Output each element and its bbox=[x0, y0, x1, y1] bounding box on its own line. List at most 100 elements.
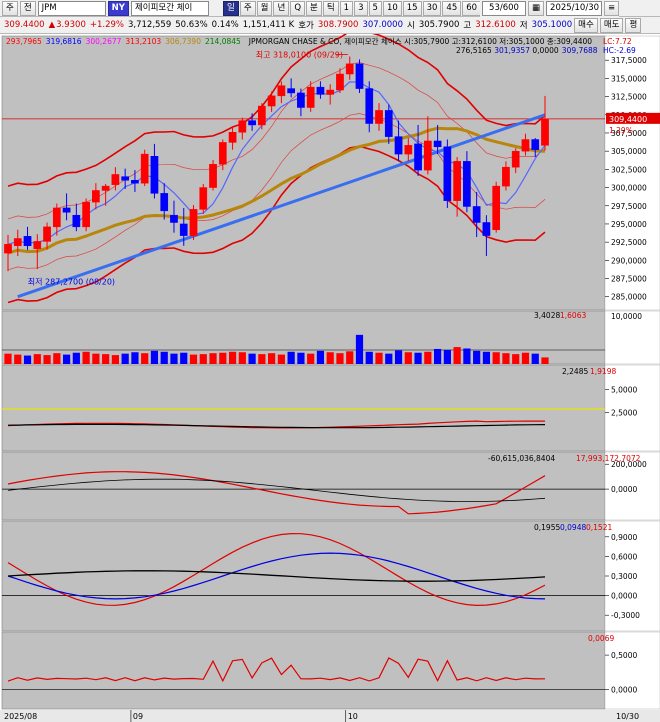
quote-label: 호가 bbox=[298, 21, 314, 31]
lower-band-line bbox=[7, 145, 546, 304]
volume-value: 3,712,559 bbox=[127, 20, 172, 30]
y-axis-label: 0,3000 bbox=[611, 572, 637, 581]
bid-price: 308.7900 bbox=[317, 20, 359, 30]
volume-bar bbox=[443, 349, 451, 364]
candle-body bbox=[423, 140, 432, 171]
market-select-button[interactable]: 주 bbox=[2, 0, 18, 16]
volume-bar bbox=[43, 355, 51, 364]
calendar-icon[interactable]: ▦ bbox=[528, 1, 545, 16]
info-value: 309,7688 bbox=[562, 46, 598, 55]
volume-axis-label: 10,0000 bbox=[611, 312, 642, 321]
indicator2-line-red bbox=[7, 471, 546, 515]
y-axis-label: 0,9000 bbox=[611, 533, 637, 542]
volume-bar bbox=[326, 352, 334, 364]
interval-button[interactable]: 1 bbox=[339, 1, 354, 16]
volume-bar bbox=[102, 354, 110, 364]
volume-value-2: 1,6063 bbox=[560, 311, 586, 320]
candle-body bbox=[443, 146, 452, 201]
open-label: 시 bbox=[407, 21, 415, 31]
volume-bar bbox=[150, 350, 159, 364]
indicator1-value-2: 1,9198 bbox=[590, 367, 616, 376]
interval-button[interactable]: 월 bbox=[256, 1, 273, 16]
volume-bar bbox=[170, 353, 178, 364]
buy-button[interactable]: 매수 bbox=[574, 17, 598, 33]
price-tag-text: 309,4400 bbox=[609, 115, 647, 124]
volume-bar bbox=[346, 351, 354, 364]
y-axis-label: 317,5000 bbox=[611, 56, 647, 65]
candle-body bbox=[33, 241, 42, 249]
candle-body bbox=[218, 142, 227, 165]
interval-button[interactable]: 3 bbox=[354, 1, 368, 16]
candle-body bbox=[62, 207, 71, 213]
interval-button[interactable]: 년 bbox=[273, 1, 290, 16]
candle-body bbox=[121, 176, 130, 181]
current-price: 309.4400 bbox=[4, 20, 45, 30]
candle-body bbox=[326, 89, 335, 95]
chart-area[interactable]: 317,5000315,0000312,5000310,0000307,5000… bbox=[0, 34, 660, 722]
corner-hc: HC:-2.69 bbox=[603, 46, 636, 55]
candle-body bbox=[365, 88, 374, 124]
candle-body bbox=[463, 161, 471, 207]
candle-body bbox=[13, 238, 22, 247]
y-axis-label: 0,5000 bbox=[611, 651, 637, 660]
high-label: 고 bbox=[463, 21, 472, 31]
interval-button[interactable]: 30 bbox=[422, 1, 442, 16]
y-axis-label: 5,0000 bbox=[611, 386, 637, 395]
interval-button[interactable]: 60 bbox=[462, 1, 482, 16]
volume-bar bbox=[434, 348, 442, 364]
candle-body bbox=[316, 86, 325, 95]
ma-value-label: 313,2103 bbox=[125, 37, 161, 46]
volume-bar bbox=[248, 353, 256, 364]
symbol-input[interactable]: JPM bbox=[37, 0, 106, 16]
low-price: 305.1000 bbox=[531, 20, 573, 30]
candle-body bbox=[189, 209, 198, 236]
change-arrow-icon: ▲ bbox=[48, 20, 56, 30]
indicator2-value-1: -60,615,036,8404 bbox=[488, 454, 555, 463]
indicator4-value-1: 0,0069 bbox=[588, 634, 614, 643]
volume-bar bbox=[336, 353, 344, 364]
volume-bar bbox=[482, 351, 491, 364]
interval-button[interactable]: 일 bbox=[223, 1, 239, 16]
interval-button[interactable]: 45 bbox=[442, 1, 462, 16]
ma-value-label: 319,6816 bbox=[46, 37, 82, 46]
volume-bar bbox=[268, 353, 276, 364]
bar-count-input[interactable]: 53/600 bbox=[482, 1, 526, 16]
high-marker-label: 최고 318,0100 (09/29) bbox=[256, 50, 343, 60]
period-select-button[interactable]: 전 bbox=[19, 0, 36, 16]
sell-button[interactable]: 매도 bbox=[599, 17, 624, 33]
volume-ratio: 50.63% bbox=[175, 20, 208, 30]
volume-bar bbox=[62, 354, 71, 364]
y-axis-label: 0,0000 bbox=[611, 592, 637, 601]
y-axis-area bbox=[604, 364, 660, 452]
date-input[interactable]: 2025/10/30 bbox=[546, 1, 603, 16]
interval-button[interactable]: 10 bbox=[382, 1, 402, 16]
time-axis-label: 10 bbox=[348, 712, 358, 721]
y-axis-label: 0,0000 bbox=[611, 685, 637, 694]
candle-body bbox=[52, 207, 61, 228]
interval-button[interactable]: 15 bbox=[402, 1, 422, 16]
volume-bar bbox=[228, 351, 237, 364]
indicator4-panel bbox=[1, 631, 606, 710]
volume-bar bbox=[365, 351, 373, 364]
interval-button[interactable]: 틱 bbox=[322, 1, 339, 16]
candle-body bbox=[131, 180, 139, 184]
interval-button[interactable]: 주 bbox=[239, 1, 256, 16]
indicator3-panel bbox=[1, 520, 606, 632]
candle-body bbox=[209, 164, 217, 188]
indicator2-line-black bbox=[7, 478, 546, 503]
candle-body bbox=[92, 190, 100, 203]
volume-bar bbox=[82, 351, 90, 364]
interval-button[interactable]: Q bbox=[290, 1, 306, 16]
interval-button[interactable]: 분 bbox=[306, 1, 322, 16]
volume-bar bbox=[316, 350, 325, 364]
candle-body bbox=[306, 86, 315, 108]
interval-button[interactable]: 5 bbox=[368, 1, 382, 16]
ma-gold-line bbox=[7, 126, 546, 255]
corner-lc: LC:7.72 bbox=[603, 37, 632, 46]
candle-body bbox=[287, 88, 295, 94]
eval-button[interactable]: 평 bbox=[625, 17, 642, 33]
indicator3-line-red bbox=[7, 532, 546, 607]
stock-name-field: 제이피모간 체이 bbox=[130, 0, 209, 16]
menu-icon[interactable]: ≡ bbox=[604, 1, 620, 16]
candle-body bbox=[228, 131, 237, 143]
